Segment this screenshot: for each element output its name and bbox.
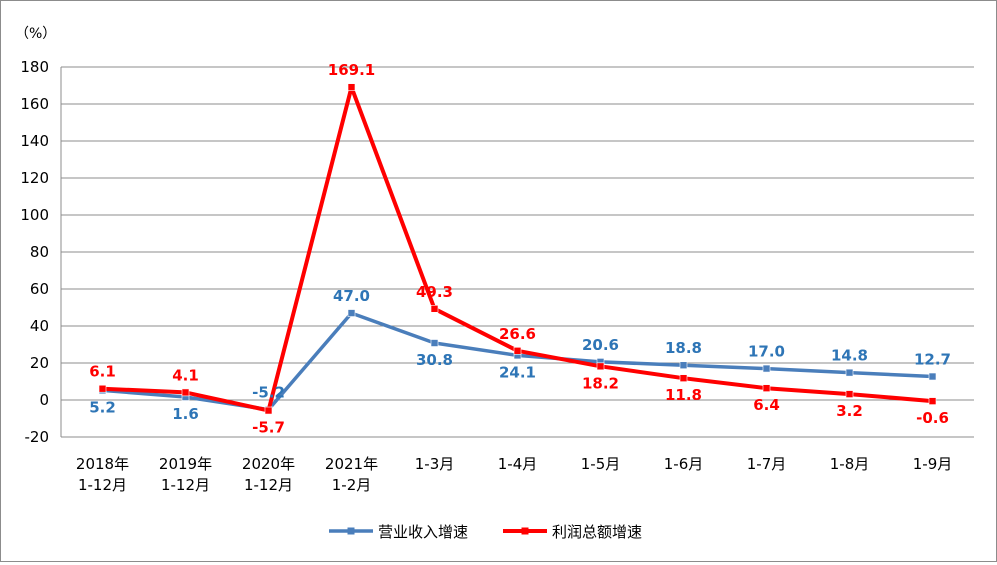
- data-point-marker: [430, 304, 439, 313]
- y-tick-label: 100: [20, 206, 49, 224]
- data-label: 6.1: [89, 363, 116, 381]
- data-point-marker: [264, 406, 273, 415]
- data-point-marker: [347, 309, 356, 317]
- data-point-marker: [928, 372, 937, 381]
- x-category-label: 1-12月: [244, 476, 293, 494]
- y-tick-label: 120: [20, 169, 49, 187]
- data-point-marker: [513, 346, 522, 355]
- data-label: 169.1: [328, 61, 375, 79]
- x-category-label: 1-2月: [332, 476, 372, 494]
- y-tick-label: 160: [20, 95, 49, 113]
- x-category-label: 2021年: [325, 455, 378, 473]
- y-tick-label: 0: [39, 391, 49, 409]
- x-category-label: 1-3月: [415, 455, 455, 473]
- data-point-marker: [679, 374, 688, 382]
- data-point-marker: [762, 384, 771, 392]
- x-category-label: 1-5月: [581, 455, 621, 473]
- data-label: 12.7: [914, 351, 951, 369]
- data-label: -0.6: [916, 409, 949, 427]
- data-point-marker: [845, 390, 854, 398]
- y-axis-ticks: -20 0 20 40 60 80 100 120 140 160 180: [20, 58, 49, 446]
- data-label: 20.6: [582, 336, 619, 354]
- data-point-marker: [679, 361, 688, 370]
- x-category-label: 2019年: [159, 455, 212, 473]
- y-axis-unit-label: （%）: [15, 26, 56, 42]
- data-point-marker: [430, 339, 439, 347]
- y-tick-label: 60: [30, 280, 49, 298]
- data-point-marker: [181, 388, 190, 397]
- series-lines: [98, 83, 937, 415]
- x-category-label: 1-12月: [161, 476, 210, 494]
- data-label: -5.7: [252, 419, 285, 437]
- legend-label: 利润总额增速: [552, 523, 642, 541]
- x-axis-categories: 2018年 1-12月 2019年 1-12月 2020年 1-12月 2021年 1-2月 1…: [76, 455, 952, 494]
- data-label: 49.3: [416, 283, 453, 301]
- y-tick-label: -20: [25, 428, 50, 446]
- data-label: 11.8: [665, 386, 702, 404]
- x-category-label: 1-4月: [498, 455, 538, 473]
- y-tick-label: 80: [30, 243, 49, 261]
- x-category-label: 1-9月: [913, 455, 953, 473]
- x-category-label: 1-12月: [78, 476, 127, 494]
- data-label: 14.8: [831, 347, 868, 365]
- y-tick-label: 140: [20, 132, 49, 150]
- data-label: 24.1: [499, 363, 536, 381]
- y-tick-label: 180: [20, 58, 49, 76]
- data-label: -5.2: [252, 384, 285, 402]
- y-tick-label: 40: [30, 317, 49, 335]
- legend-marker: [347, 527, 355, 535]
- legend: 营业收入增速 利润总额增速: [329, 523, 642, 541]
- data-label: 26.6: [499, 325, 536, 343]
- data-label: 30.8: [416, 351, 453, 369]
- data-labels: 5.2 1.6 -5.2 47.0 30.8 24.1 20.6 18.8 17.0 14.8 12…: [89, 61, 951, 436]
- data-point-marker: [347, 83, 356, 91]
- x-category-label: 2020年: [242, 455, 295, 473]
- data-point-marker: [762, 364, 771, 373]
- data-label: 18.8: [665, 339, 702, 357]
- legend-marker: [521, 527, 529, 535]
- data-label: 6.4: [753, 396, 780, 414]
- data-label: 3.2: [836, 402, 863, 420]
- data-label: 5.2: [89, 398, 116, 416]
- series-line: [102, 85, 933, 413]
- x-category-label: 1-6月: [664, 455, 704, 473]
- data-label: 4.1: [172, 366, 199, 384]
- data-label: 18.2: [582, 374, 619, 392]
- data-label: 47.0: [333, 287, 370, 305]
- data-point-marker: [596, 362, 605, 371]
- x-category-label: 2018年: [76, 455, 129, 473]
- data-point-marker: [98, 384, 107, 393]
- y-tick-label: 20: [30, 354, 49, 372]
- x-category-label: 1-8月: [830, 455, 870, 473]
- x-category-label: 1-7月: [747, 455, 787, 473]
- data-label: 1.6: [172, 405, 199, 423]
- data-point-marker: [928, 397, 937, 405]
- data-point-marker: [845, 368, 854, 377]
- data-label: 17.0: [748, 343, 785, 361]
- legend-label: 营业收入增速: [378, 523, 468, 541]
